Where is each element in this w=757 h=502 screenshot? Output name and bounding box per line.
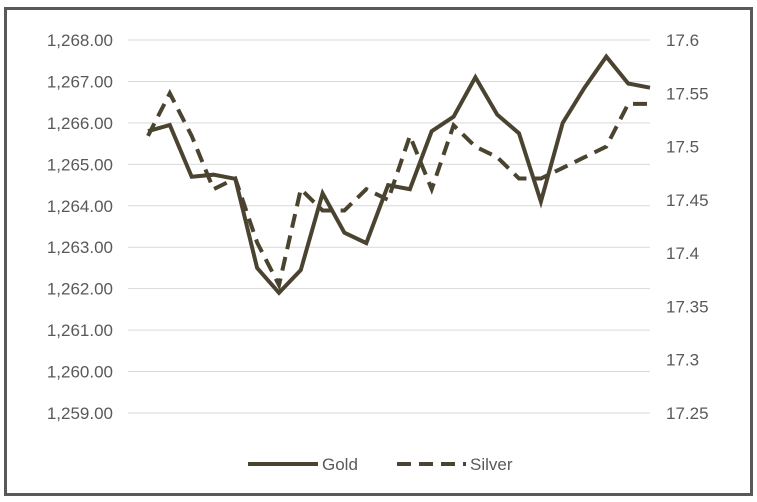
right-tick-label: 17.35 [666,297,709,316]
right-tick-label: 17.4 [666,244,699,263]
right-tick-label: 17.25 [666,404,709,423]
left-tick-label: 1,261.00 [47,321,113,340]
legend-label-gold: Gold [322,455,358,474]
right-tick-label: 17.5 [666,138,699,157]
left-tick-label: 1,264.00 [47,197,113,216]
series-line-gold [147,53,651,296]
legend-label-silver: Silver [470,455,513,474]
series-line-silver [146,88,650,291]
left-tick-label: 1,259.00 [47,404,113,423]
right-tick-label: 17.45 [666,191,709,210]
left-tick-label: 1,266.00 [47,114,113,133]
legend: Gold Silver [248,455,513,474]
left-tick-label: 1,268.00 [47,31,113,50]
left-axis-ticks: 1,268.00 1,267.00 1,266.00 1,265.00 1,264.00… [47,31,113,423]
left-tick-label: 1,260.00 [47,363,113,382]
left-tick-label: 1,263.00 [47,238,113,257]
left-tick-label: 1,262.00 [47,280,113,299]
right-tick-label: 17.55 [666,84,709,103]
series-lines [146,53,651,296]
right-tick-label: 17.6 [666,31,699,50]
right-tick-label: 17.3 [666,351,699,370]
left-tick-label: 1,265.00 [47,155,113,174]
chart-frame [4,7,753,496]
right-axis-ticks: 17.6 17.55 17.5 17.45 17.4 17.35 17.3 17.25 [666,31,709,423]
gridlines [128,39,650,414]
left-tick-label: 1,267.00 [47,72,113,91]
